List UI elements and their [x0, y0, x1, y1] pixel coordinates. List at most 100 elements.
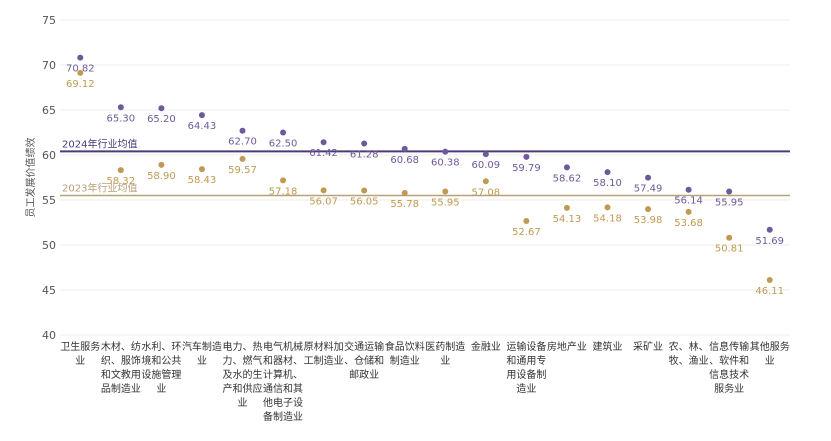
data-label-2024: 64.43	[188, 121, 217, 132]
point-2023	[442, 188, 449, 195]
data-label-2023: 46.11	[755, 286, 784, 297]
point-2023	[766, 277, 773, 284]
y-tick-label: 50	[42, 239, 56, 252]
y-tick-label: 45	[42, 284, 56, 297]
point-2024	[766, 226, 773, 233]
data-label-2024: 57.49	[634, 184, 663, 195]
point-2023	[645, 206, 652, 213]
data-label-2024: 59.79	[512, 163, 541, 174]
point-2023	[117, 167, 124, 174]
point-2024	[645, 174, 652, 181]
data-label-2023: 58.32	[107, 176, 136, 187]
point-2023	[361, 187, 368, 194]
point-2024	[361, 140, 368, 147]
point-2023	[320, 187, 327, 194]
point-2024	[117, 104, 124, 111]
data-label-2024: 60.68	[390, 155, 419, 166]
data-points: 70.82 65.30 65.20 64.43 62.70 62.50 61.42 61.28…	[66, 54, 784, 297]
data-label-2024: 62.50	[269, 139, 298, 150]
point-2024	[442, 148, 449, 155]
data-label-2023: 59.57	[228, 165, 257, 176]
point-2023	[726, 234, 733, 241]
x-category-label: 建筑业	[593, 340, 623, 353]
data-label-2024: 55.95	[715, 197, 744, 208]
y-tick-label: 70	[42, 59, 56, 72]
x-category-label: 电力、热力、燃气及水的生产和供应业	[223, 340, 263, 409]
point-2024	[563, 164, 570, 171]
point-2024	[158, 105, 165, 112]
x-category-label: 原材料加工制造业	[304, 340, 344, 367]
x-category-label: 卫生服务业	[60, 340, 100, 367]
x-axis-categories: 卫生服务业木材、纺织、服饰和文教用品制造业水利、环境和公共设施管理业汽车制造业电…	[60, 340, 789, 423]
data-label-2024: 56.14	[674, 196, 703, 207]
point-2023	[198, 166, 205, 173]
data-label-2023: 53.98	[634, 215, 663, 226]
x-category-label: 其他服务业	[750, 340, 790, 367]
data-label-2024: 58.62	[553, 173, 582, 184]
data-label-2024: 61.28	[350, 149, 379, 160]
point-2023	[482, 178, 489, 185]
point-2023	[523, 217, 530, 224]
x-category-label: 信息传输、软件和信息技术服务业	[709, 340, 749, 395]
data-label-2023: 58.90	[147, 171, 176, 182]
reference-line-label: 2023年行业均值	[62, 182, 137, 195]
data-label-2023: 69.12	[66, 79, 95, 90]
point-2024	[685, 186, 692, 193]
y-tick-label: 65	[42, 104, 56, 117]
point-2024	[604, 169, 611, 176]
point-2023	[604, 204, 611, 211]
data-label-2024: 58.10	[593, 178, 622, 189]
point-2023	[563, 204, 570, 211]
data-label-2024: 65.30	[107, 113, 136, 124]
data-label-2023: 54.18	[593, 213, 622, 224]
point-2023	[77, 69, 84, 76]
data-label-2024: 51.69	[755, 236, 784, 247]
point-2024	[401, 145, 408, 152]
data-label-2023: 56.07	[309, 196, 338, 207]
point-2024	[726, 188, 733, 195]
data-label-2023: 58.43	[188, 175, 217, 186]
point-2023	[685, 208, 692, 215]
x-category-label: 金融业	[471, 340, 501, 353]
y-tick-label: 75	[42, 14, 56, 27]
point-2024	[482, 151, 489, 158]
data-label-2023: 55.78	[390, 199, 419, 210]
point-2024	[77, 54, 84, 61]
x-category-label: 医药制造业	[425, 340, 465, 367]
data-label-2024: 60.09	[472, 160, 501, 171]
x-category-label: 汽车制造业	[182, 340, 222, 367]
data-label-2024: 60.38	[431, 158, 460, 169]
data-label-2024: 62.70	[228, 137, 257, 148]
x-category-label: 食品饮料制造业	[385, 340, 425, 367]
point-2024	[523, 153, 530, 160]
data-label-2023: 54.13	[553, 214, 582, 225]
data-label-2023: 56.05	[350, 197, 379, 208]
point-2023	[239, 155, 246, 162]
data-label-2024: 70.82	[66, 64, 95, 75]
x-category-label: 水利、环境和公共设施管理业	[141, 341, 181, 395]
data-label-2023: 55.95	[431, 197, 460, 208]
x-category-label: 运输设备和通用专用设备制造业	[506, 340, 546, 395]
x-category-label: 采矿业	[633, 340, 663, 353]
point-2024	[239, 127, 246, 134]
y-axis-label: 员工发展价值绩效	[24, 138, 37, 218]
data-label-2024: 61.42	[309, 148, 338, 159]
y-tick-label: 55	[42, 194, 56, 207]
x-category-label: 农、林、牧、渔业	[669, 340, 709, 367]
x-category-label: 木材、纺织、服饰和文教用品制造业	[101, 340, 141, 395]
y-tick-label: 40	[42, 329, 56, 342]
reference-lines: 2024年行业均值 2023年行业均值	[60, 137, 790, 197]
data-label-2023: 57.18	[269, 186, 298, 197]
point-2024	[280, 129, 287, 136]
point-2023	[401, 189, 408, 196]
reference-line-label: 2024年行业均值	[62, 137, 137, 150]
data-label-2023: 52.67	[512, 227, 541, 238]
point-2024	[198, 112, 205, 119]
point-2024	[320, 139, 327, 146]
data-label-2023: 53.68	[674, 218, 703, 229]
y-tick-label: 60	[42, 149, 56, 162]
x-category-label: 电气机械和器材、计算机、通信和其他电子设备制造业	[263, 340, 303, 423]
point-2023	[280, 177, 287, 184]
point-2023	[158, 161, 165, 168]
